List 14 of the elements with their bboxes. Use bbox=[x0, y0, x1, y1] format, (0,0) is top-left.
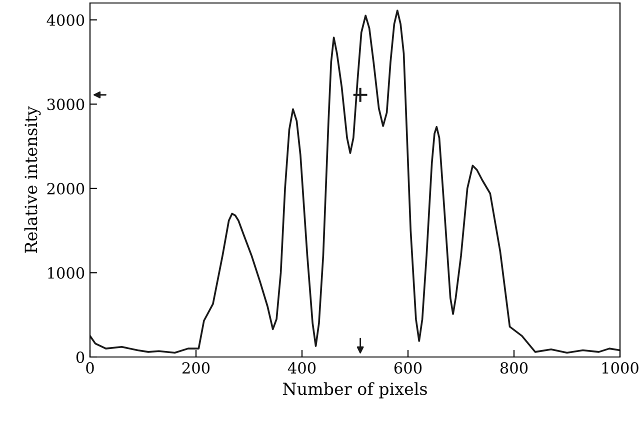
y-axis-title: Relative intensity bbox=[24, 106, 41, 253]
x-tick-label: 400 bbox=[288, 362, 316, 374]
line-series bbox=[90, 10, 620, 354]
x-tick-label: 1000 bbox=[602, 362, 638, 374]
x-axis-title: Number of pixels bbox=[283, 382, 427, 398]
x-tick-label: 0 bbox=[86, 362, 94, 374]
x-tick-label: 800 bbox=[500, 362, 528, 374]
y-tick-label: 1000 bbox=[48, 267, 84, 279]
y-tick-label: 2000 bbox=[47, 182, 84, 194]
y-tick-label: 4000 bbox=[46, 14, 84, 26]
y-tick-label: 3000 bbox=[47, 98, 84, 110]
x-tick-label: 600 bbox=[394, 362, 422, 374]
y-tick-label: 0 bbox=[76, 351, 84, 364]
x-tick-label: 200 bbox=[182, 362, 210, 374]
